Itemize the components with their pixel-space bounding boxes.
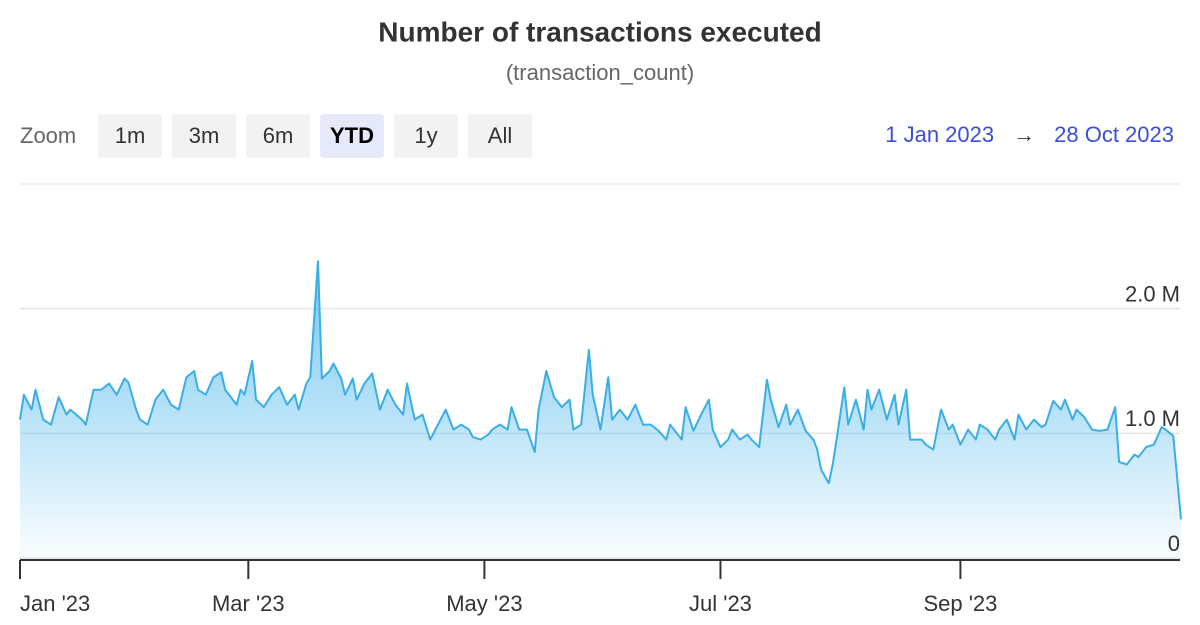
range-button-label: YTD — [330, 123, 374, 148]
chart-title: Number of transactions executed — [378, 16, 821, 47]
y-tick-label: 2.0 M — [1125, 281, 1180, 306]
range-button[interactable] — [246, 114, 310, 158]
range-button[interactable] — [468, 114, 532, 158]
axes: 0 1.0 M 2.0 M Jan '23 Mar '23 May '23 Jul '23 S… — [19, 281, 1180, 616]
range-button-label: All — [488, 123, 512, 148]
x-tick-label: Jan '23 — [20, 591, 90, 616]
x-tick-label: Sep '23 — [923, 591, 997, 616]
range-button-label: 3m — [189, 123, 220, 148]
range-buttons: 1m 3m 6m YTD 1y All — [98, 114, 532, 158]
y-tick-label: 1.0 M — [1125, 406, 1180, 431]
x-tick-label: Jul '23 — [689, 591, 752, 616]
x-tick-label: May '23 — [446, 591, 522, 616]
x-tick-label: Mar '23 — [212, 591, 285, 616]
range-button-label: 6m — [263, 123, 294, 148]
area-fill — [20, 261, 1181, 558]
series-line — [19, 260, 1182, 520]
chart-subtitle: (transaction_count) — [506, 60, 694, 85]
zoom-label: Zoom — [20, 123, 76, 148]
range-button-label: 1y — [414, 123, 437, 148]
date-to[interactable]: 28 Oct 2023 — [1054, 122, 1174, 147]
range-button[interactable] — [98, 114, 162, 158]
range-button-label: 1m — [115, 123, 146, 148]
plot-area — [19, 260, 1182, 558]
range-button[interactable] — [320, 114, 384, 158]
date-separator: → — [1013, 122, 1035, 147]
date-from[interactable]: 1 Jan 2023 — [885, 122, 994, 147]
range-button[interactable] — [172, 114, 236, 158]
y-tick-label: 0 — [1168, 531, 1180, 556]
range-button[interactable] — [394, 114, 458, 158]
